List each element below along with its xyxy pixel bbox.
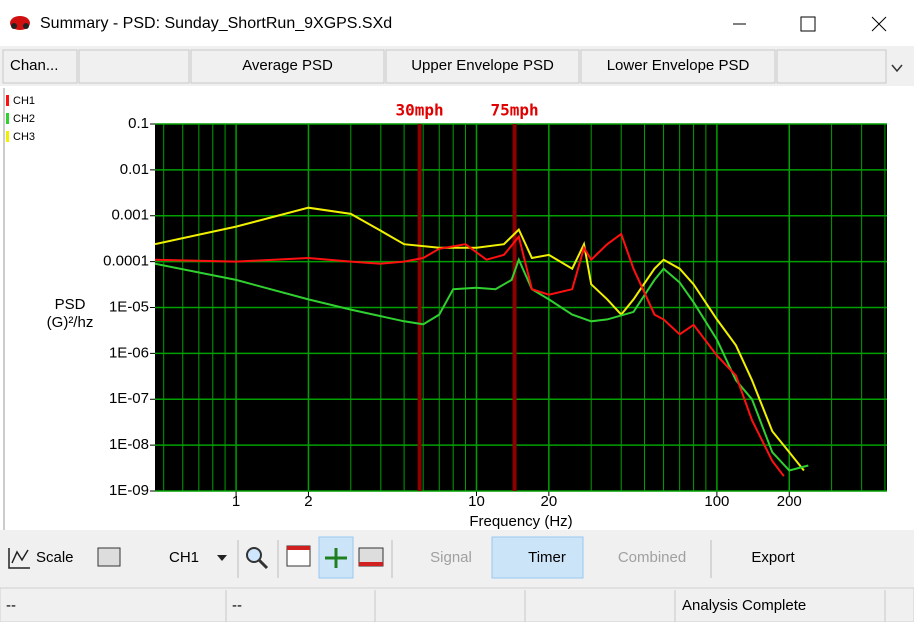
psd-line [155,232,785,477]
view-icon[interactable] [286,545,311,567]
status-dividers [225,590,886,622]
speed-marker-label: 75mph [490,101,538,120]
y-tick-label: 1E-05 [109,298,149,315]
y-tick-label: 1E-07 [109,390,149,407]
mode-button[interactable]: Signal [430,549,472,566]
legend-swatch [6,95,9,106]
mode-button[interactable]: Timer [528,549,566,566]
tab-label[interactable]: Average PSD [242,57,333,74]
x-tick-label: 2 [304,493,312,510]
status-bar [0,587,914,622]
status-cell: -- [232,597,242,614]
legend-label: CH1 [13,95,35,107]
print-icon[interactable] [358,547,384,567]
y-tick-label: 0.1 [128,115,149,132]
tab-label[interactable]: Upper Envelope PSD [411,57,554,74]
y-tick-label: 0.001 [111,207,149,224]
x-tick-label: 200 [777,493,802,510]
tabs: Chan... Average PSD Upper Envelope PSD Lowe… [2,49,887,84]
status-cell: -- [6,597,16,614]
mode-buttons: Signal Timer Combined Export [430,536,796,579]
window-title: Summary - PSD: Sunday_ShortRun_9XGPS.SXd [40,15,392,32]
legend-swatch [6,131,9,142]
x-tick-label: 1 [232,493,240,510]
monitor-icon[interactable] [97,547,121,567]
y-tick-label: 1E-09 [109,482,149,499]
title-icon [10,16,30,30]
timer-highlight [491,536,584,579]
x-axis-label: Frequency (Hz) [469,513,572,530]
psd-line [155,206,805,472]
y-tick-label: 0.0001 [103,253,149,270]
tab[interactable] [190,49,385,84]
speed-marker-label: 30mph [396,101,444,120]
legend-swatch [6,113,9,124]
y-tick-label: 1E-08 [109,436,149,453]
status-cell: Analysis Complete [682,597,806,614]
legend-label: CH3 [13,131,35,143]
scale-button[interactable]: Scale [36,549,74,566]
channel-dropdown[interactable] [217,555,227,561]
y-axis-label: PSD [55,296,86,313]
plot: 1 2 10 20 100 200 0.1 0.01 0.001 0.0001 1E-05 1E-06… [6,95,887,530]
tab-label[interactable]: Lower Envelope PSD [607,57,750,74]
psd-line [155,257,809,472]
legend-label: CH2 [13,113,35,125]
toolbar-dropdown[interactable] [891,64,903,73]
cursor-icon [325,548,347,568]
y-axis-label: (G)²/hz [47,314,94,331]
y-tick-label: 1E-06 [109,344,149,361]
tab-blank [776,49,887,84]
x-tick-label: 10 [468,493,485,510]
x-tick-label: 100 [704,493,729,510]
channel-select[interactable]: CH1 [169,549,199,566]
x-tick-label: 20 [541,493,558,510]
maximize-button[interactable] [800,16,816,32]
y-tick-label: 0.01 [120,161,149,178]
zoom-icon[interactable] [246,547,269,570]
tab[interactable] [580,49,776,84]
tab[interactable] [2,49,78,84]
scale-icon[interactable] [8,548,30,569]
tab-label[interactable]: Chan... [10,57,58,74]
cursor-toggle[interactable] [318,536,354,579]
close-button[interactable] [871,16,887,32]
mode-button[interactable]: Combined [618,549,686,566]
bottom-toolbar [0,530,914,588]
tab-blank[interactable] [78,49,190,84]
mode-button[interactable]: Export [751,549,795,566]
tab[interactable] [385,49,580,84]
